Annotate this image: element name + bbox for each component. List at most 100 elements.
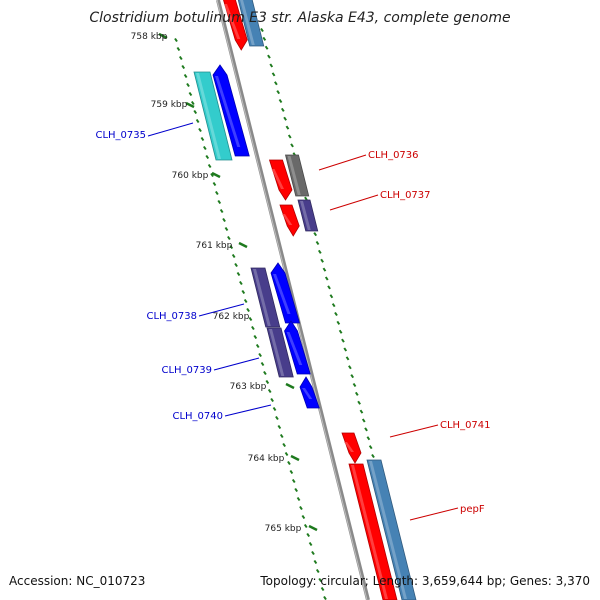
inner-track-tick: [284, 451, 289, 457]
inner-track-tick: [210, 172, 214, 178]
gene-feature: [279, 204, 300, 237]
inner-track-tick: [291, 478, 296, 484]
outer-track-tick: [322, 267, 327, 272]
gene-feature-highlight: [271, 169, 284, 189]
gene-feature-highlight: [351, 465, 388, 599]
inner-track-tick: [236, 271, 241, 277]
gene-feature-highlight: [215, 76, 241, 147]
outer-track-tick: [315, 240, 320, 246]
outer-track-tick: [276, 90, 281, 95]
gene-feature-highlight: [300, 201, 311, 230]
position-label: 759 kbp: [151, 100, 188, 110]
inner-track-tick: [241, 289, 246, 295]
outer-track-tick: [345, 356, 350, 361]
inner-track-tick: [251, 325, 255, 331]
inner-track-tick: [198, 127, 202, 133]
position-label: 765 kbp: [265, 524, 302, 534]
inner-track-tick: [294, 487, 298, 493]
inner-track-tick: [229, 244, 234, 250]
leader-line: [329, 194, 379, 211]
inner-track-tick: [219, 208, 224, 214]
outer-track-tick: [341, 338, 345, 343]
gene-label: CLH_0738: [146, 311, 197, 322]
outer-track-tick: [280, 107, 285, 112]
major-tick: [285, 382, 295, 390]
gene-feature: [299, 376, 320, 409]
inner-track-tick: [267, 388, 272, 394]
gene-label: CLH_0736: [368, 150, 419, 161]
inner-track-tick: [195, 118, 200, 124]
inner-track-tick: [313, 559, 318, 565]
outer-track-tick: [343, 347, 348, 352]
inner-track-tick: [186, 82, 190, 88]
inner-track-tick: [299, 505, 303, 511]
outer-track-tick: [287, 134, 292, 139]
outer-track-tick: [371, 453, 375, 459]
major-tick: [308, 524, 318, 532]
inner-track-tick: [311, 550, 315, 556]
outer-track-tick: [334, 311, 338, 317]
major-tick: [185, 101, 195, 109]
leader-line: [389, 424, 439, 438]
inner-track-tick: [203, 145, 207, 151]
inner-track-tick: [258, 352, 262, 358]
label-leader-lines: [147, 122, 459, 521]
inner-track-tick: [272, 406, 277, 412]
inner-track-tick: [234, 262, 238, 268]
inner-track-tick: [255, 343, 260, 349]
inner-track-tick: [205, 154, 210, 160]
inner-track-tick: [231, 253, 236, 259]
gene-features: [193, 0, 417, 600]
outer-track-tick: [331, 303, 336, 308]
leader-line: [213, 357, 260, 371]
inner-track-tick: [239, 280, 243, 286]
inner-track-tick: [246, 307, 250, 313]
inner-track-tick: [253, 334, 258, 340]
gene-labels: CLH_0735 CLH_0736 CLH_0737 CLH_0738 CLH_0739…: [95, 130, 490, 515]
outer-track-tick: [267, 54, 271, 59]
accession-text: Accession: NC_010723: [9, 574, 146, 588]
position-label: 762 kbp: [213, 312, 250, 322]
inner-track-tick: [224, 226, 229, 232]
outer-track-tick: [313, 232, 318, 237]
outer-track-tick: [336, 320, 341, 325]
inner-track-tick: [222, 217, 226, 223]
inner-track-tick: [248, 316, 253, 322]
outer-track-tick: [317, 249, 322, 254]
outer-track-tick: [290, 143, 294, 148]
inner-track-tick: [315, 568, 320, 574]
inner-track-tick: [263, 370, 267, 376]
outer-track-tick: [278, 98, 283, 104]
position-label: 763 kbp: [230, 382, 267, 392]
gene-feature-highlight: [302, 388, 313, 399]
outer-track-tick: [264, 45, 269, 50]
gene-feature: [284, 320, 311, 375]
inner-track-tick: [318, 577, 323, 583]
inner-track-tick: [323, 595, 327, 600]
major-tick: [211, 171, 221, 179]
gene-feature: [212, 64, 250, 157]
gene-feature-highlight: [287, 156, 301, 195]
inner-track-tick: [320, 586, 325, 592]
outer-track-tick: [366, 436, 371, 441]
leader-line: [198, 303, 245, 317]
inner-track-tick: [183, 73, 188, 79]
outer-track-tick: [320, 258, 324, 263]
gene-label: CLH_0741: [440, 420, 491, 431]
inner-track-tick: [181, 64, 186, 70]
outer-track-tick: [274, 81, 278, 86]
inner-track-tick: [303, 523, 308, 529]
inner-track-tick: [200, 136, 205, 142]
outer-track-tick: [352, 382, 357, 388]
inner-track-tick: [306, 532, 311, 538]
inner-track-tick: [301, 514, 306, 520]
inner-track-tick: [296, 496, 301, 502]
position-label: 764 kbp: [248, 454, 285, 464]
gene-feature-highlight: [240, 0, 255, 45]
position-label: 761 kbp: [196, 241, 233, 251]
leader-line: [409, 507, 459, 521]
inner-track-tick: [190, 100, 195, 106]
gene-feature-highlight: [253, 269, 271, 326]
